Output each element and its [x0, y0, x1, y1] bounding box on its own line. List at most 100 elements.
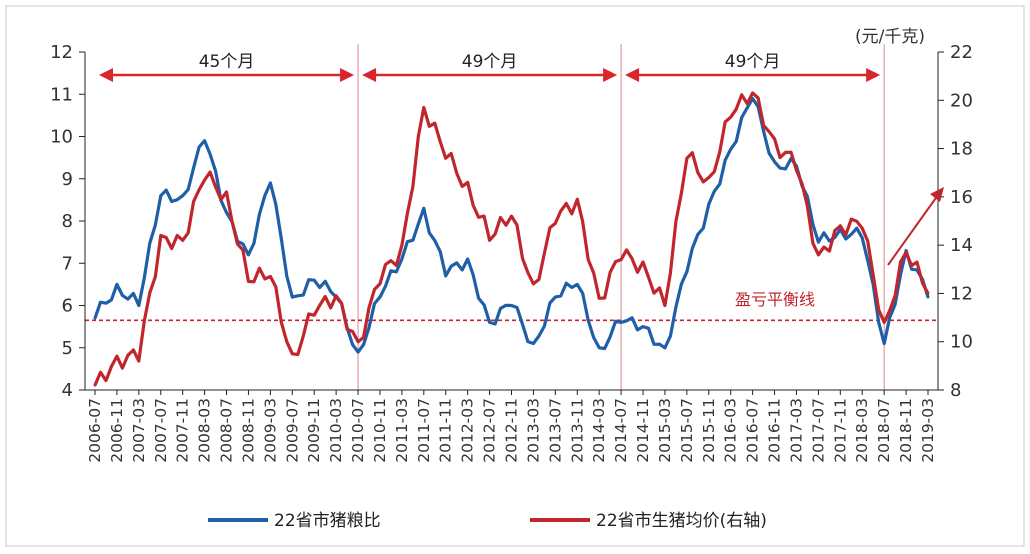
data-point-pig-grain-ratio — [532, 342, 535, 345]
x-tick-label: 2006-11 — [108, 398, 126, 463]
x-tick-label: 2013-03 — [524, 398, 542, 463]
data-point-pig-price — [619, 258, 623, 262]
left-y-tick-label: 8 — [62, 211, 73, 232]
x-tick-label: 2016-03 — [722, 398, 740, 463]
data-point-pig-price — [466, 180, 470, 184]
period-arrow-head-right — [340, 68, 355, 82]
series-line-pig-price — [93, 91, 930, 386]
legend-label-ratio: 22省市猪粮比 — [274, 511, 381, 531]
data-point-pig-price — [882, 321, 886, 324]
data-point-pig-price — [400, 243, 404, 247]
x-tick-label: 2017-11 — [831, 398, 849, 463]
left-y-tick-label: 10 — [50, 127, 73, 148]
x-tick-label: 2018-07 — [875, 398, 893, 463]
left-y-tick-label: 7 — [62, 253, 73, 274]
data-point-pig-grain-ratio — [225, 211, 228, 214]
left-y-ticks: 4 5 6 7 8 9 10 11 12 — [50, 42, 85, 401]
data-point-pig-grain-ratio — [553, 295, 557, 299]
data-point-pig-price — [225, 190, 228, 194]
left-y-tick-label: 12 — [50, 42, 73, 63]
x-tick-label: 2010-11 — [371, 398, 389, 463]
x-tick-label: 2012-07 — [481, 398, 499, 463]
left-y-tick-label: 4 — [62, 380, 73, 401]
data-point-pig-grain-ratio — [882, 342, 886, 345]
data-point-pig-price — [93, 383, 97, 387]
data-point-pig-grain-ratio — [488, 321, 491, 324]
left-y-tick-label: 11 — [50, 84, 73, 105]
data-point-pig-grain-ratio — [137, 304, 141, 307]
data-point-pig-price — [729, 115, 733, 119]
right-y-tick-label: 22 — [950, 42, 973, 63]
x-tick-label: 2006-07 — [86, 398, 104, 463]
data-point-pig-price — [685, 156, 689, 160]
data-point-pig-price — [510, 214, 513, 218]
data-point-pig-grain-ratio — [729, 147, 733, 151]
data-point-pig-grain-ratio — [115, 282, 119, 286]
data-point-pig-price — [268, 275, 272, 278]
left-y-tick-label: 9 — [62, 169, 73, 190]
data-point-pig-grain-ratio — [290, 295, 294, 299]
x-tick-label: 2010-03 — [327, 398, 345, 463]
right-y-tick-label: 10 — [950, 332, 973, 353]
data-point-pig-grain-ratio — [641, 325, 645, 329]
period-arrow-head-left — [99, 68, 113, 82]
data-point-pig-grain-ratio — [860, 236, 864, 240]
legend-label-price: 22省市生猪均价(右轴) — [596, 511, 767, 531]
x-tick-label: 2013-07 — [546, 398, 564, 463]
data-point-pig-price — [838, 224, 842, 228]
x-tick-label: 2007-07 — [152, 398, 170, 463]
data-point-pig-grain-ratio — [466, 257, 470, 261]
period-arrow-head-right — [866, 68, 881, 82]
period-arrow-head-left — [625, 68, 640, 82]
trend-arrow — [887, 187, 944, 266]
data-point-pig-grain-ratio — [268, 181, 272, 185]
data-point-pig-price — [663, 304, 667, 307]
series-line-pig-grain-ratio — [93, 96, 930, 354]
data-point-pig-grain-ratio — [444, 274, 448, 278]
data-point-pig-grain-ratio — [773, 160, 776, 164]
x-tick-label: 2017-07 — [809, 398, 827, 463]
data-point-pig-grain-ratio — [575, 282, 579, 286]
data-point-pig-price — [904, 250, 908, 254]
data-point-pig-price — [444, 156, 448, 160]
x-tick-label: 2015-07 — [678, 398, 696, 463]
right-y-tick-label: 8 — [950, 380, 961, 401]
x-tick-label: 2018-11 — [897, 398, 915, 463]
x-tick-label: 2008-07 — [218, 398, 236, 463]
data-point-pig-price — [860, 226, 864, 230]
data-point-pig-price — [707, 176, 711, 179]
breakeven-label: 盈亏平衡线 — [735, 290, 815, 309]
x-tick-label: 2007-11 — [174, 398, 192, 463]
x-tick-label: 2014-03 — [590, 398, 608, 463]
data-point-pig-price — [312, 313, 316, 317]
right-y-tick-label: 14 — [950, 235, 973, 256]
right-y-tick-label: 20 — [950, 90, 973, 111]
data-point-pig-grain-ratio — [597, 346, 601, 350]
breakeven-group: 盈亏平衡线 — [85, 290, 938, 322]
x-tick-label: 2017-03 — [787, 398, 805, 463]
data-point-pig-price — [356, 340, 360, 344]
data-point-pig-grain-ratio — [159, 194, 163, 198]
right-y-ticks: 8 10 12 14 16 18 20 22 — [938, 42, 973, 401]
data-point-pig-price — [137, 359, 141, 363]
data-point-pig-price — [532, 282, 535, 286]
x-tick-label: 2018-03 — [853, 398, 871, 463]
data-point-pig-grain-ratio — [356, 350, 360, 354]
x-ticks: 2006-07 2006-11 2007-03 2007-07 2007-11 2008-… — [86, 390, 937, 463]
data-point-pig-price — [553, 222, 557, 225]
period-annotations: 45个月 49个月 49个月 — [99, 52, 881, 82]
x-tick-label: 2010-07 — [349, 398, 367, 463]
x-tick-label: 2008-03 — [196, 398, 214, 463]
data-point-pig-grain-ratio — [378, 295, 382, 299]
data-point-pig-price — [334, 294, 338, 298]
period-arrow-head-left — [362, 68, 377, 82]
data-point-pig-grain-ratio — [685, 270, 689, 274]
data-point-pig-grain-ratio — [422, 206, 426, 210]
data-point-pig-grain-ratio — [312, 278, 316, 282]
right-axis-unit: (元/千克) — [855, 27, 925, 47]
data-point-pig-price — [751, 91, 755, 95]
left-y-tick-label: 6 — [62, 296, 73, 317]
data-point-pig-price — [597, 296, 601, 300]
x-tick-label: 2013-11 — [568, 398, 586, 463]
data-point-pig-price — [115, 354, 119, 358]
